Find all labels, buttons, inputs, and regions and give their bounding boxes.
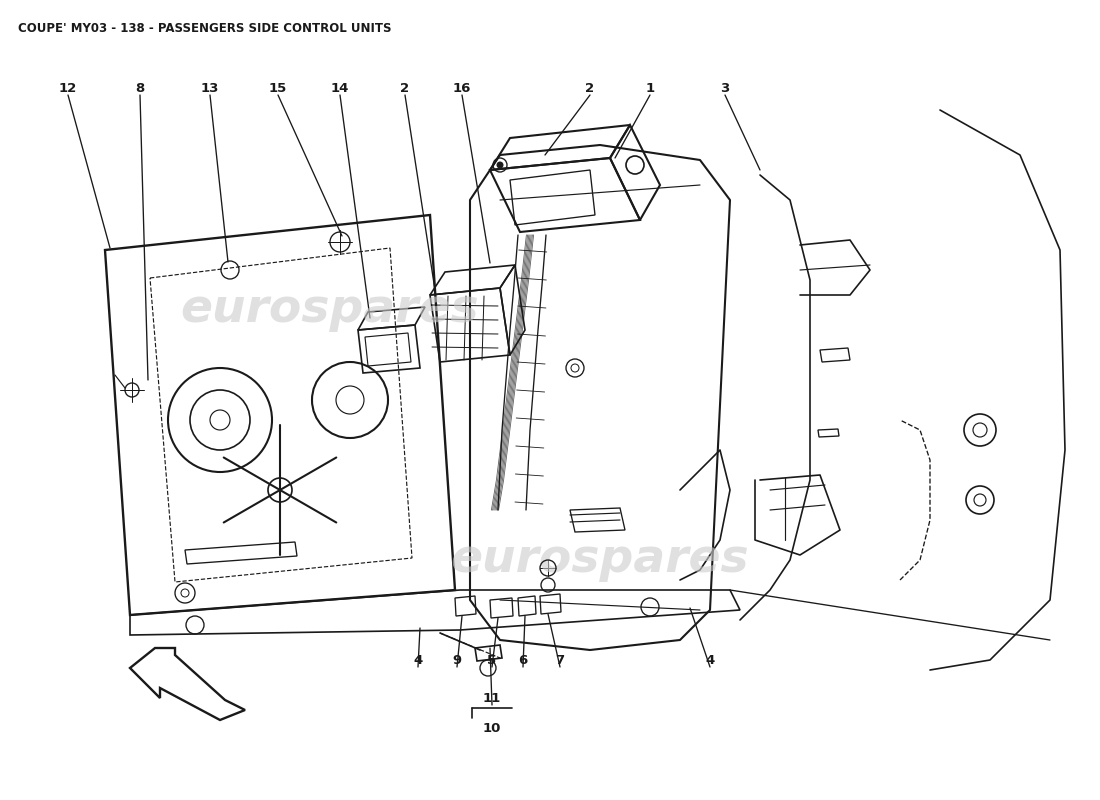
Text: COUPE' MY03 - 138 - PASSENGERS SIDE CONTROL UNITS: COUPE' MY03 - 138 - PASSENGERS SIDE CONT… <box>18 22 392 35</box>
Text: 16: 16 <box>453 82 471 94</box>
Polygon shape <box>130 648 245 720</box>
Text: 9: 9 <box>452 654 462 666</box>
Text: 13: 13 <box>201 82 219 94</box>
Circle shape <box>497 162 503 168</box>
Text: 7: 7 <box>556 654 564 666</box>
Text: 4: 4 <box>414 654 422 666</box>
Text: 11: 11 <box>483 691 502 705</box>
Text: 14: 14 <box>331 82 349 94</box>
Text: eurospares: eurospares <box>180 287 480 333</box>
Text: 12: 12 <box>59 82 77 94</box>
Text: 4: 4 <box>705 654 715 666</box>
Text: 6: 6 <box>518 654 528 666</box>
Text: 3: 3 <box>720 82 729 94</box>
Text: eurospares: eurospares <box>451 538 749 582</box>
Text: 10: 10 <box>483 722 502 734</box>
Text: 2: 2 <box>400 82 409 94</box>
Text: 15: 15 <box>268 82 287 94</box>
Text: 5: 5 <box>487 654 496 666</box>
Text: 1: 1 <box>646 82 654 94</box>
Text: 8: 8 <box>135 82 144 94</box>
Text: 2: 2 <box>585 82 595 94</box>
